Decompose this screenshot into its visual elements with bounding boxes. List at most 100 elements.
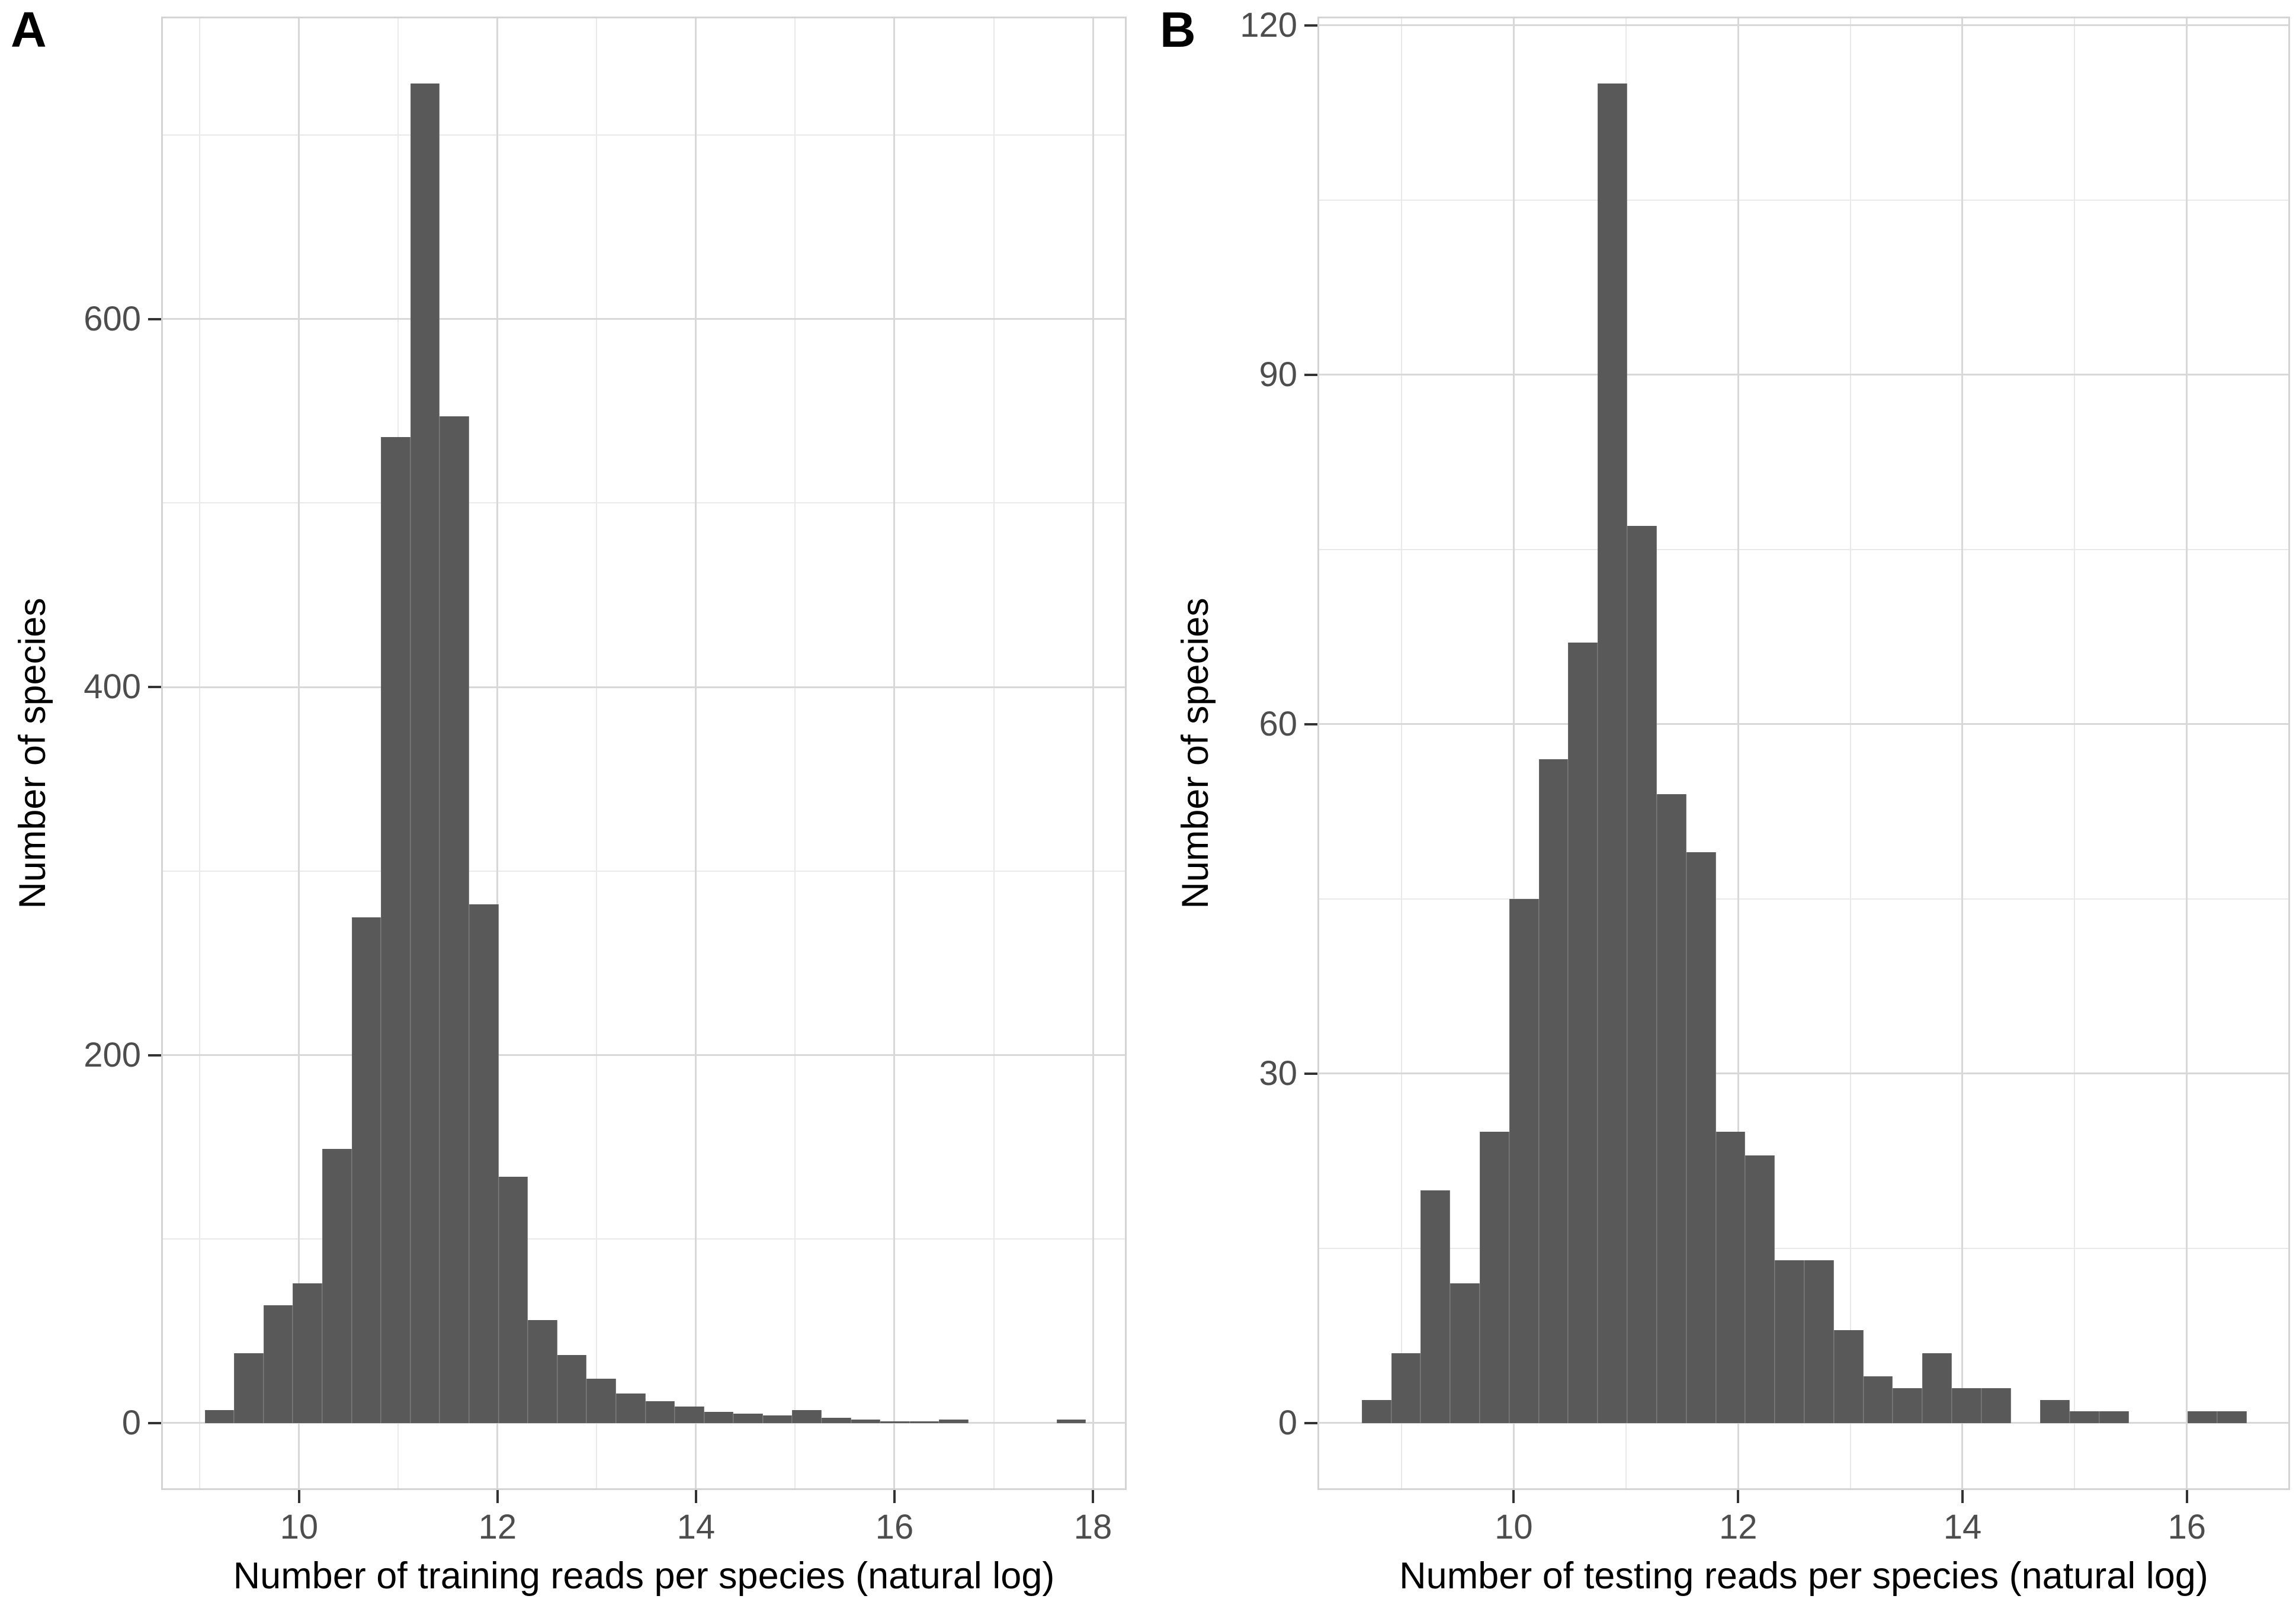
histogram-bar <box>1804 1260 1834 1423</box>
x-tick-label: 12 <box>1718 1508 1758 1546</box>
y-minor-gridline <box>161 502 1127 504</box>
histogram-bar <box>263 1305 293 1423</box>
y-tick-mark <box>1304 373 1317 376</box>
x-minor-gridline <box>794 17 796 1490</box>
y-minor-gridline <box>1317 199 2290 201</box>
y-tick-mark <box>148 1421 161 1424</box>
histogram-bar <box>410 84 440 1423</box>
histogram-bar <box>2070 1411 2100 1423</box>
y-tick-mark <box>1304 723 1317 725</box>
histogram-bar <box>293 1283 323 1423</box>
histogram-bar <box>704 1412 734 1423</box>
histogram-bar <box>909 1421 939 1423</box>
y-tick-label: 60 <box>1259 704 1297 743</box>
x-tick-mark <box>297 1490 300 1503</box>
x-major-gridline <box>2186 17 2188 1490</box>
histogram-bar <box>2217 1411 2247 1423</box>
x-tick-label: 18 <box>1073 1508 1112 1546</box>
y-major-gridline <box>161 1422 1127 1424</box>
x-tick-label: 10 <box>1495 1508 1533 1546</box>
panel-tag-a: A <box>11 2 47 57</box>
histogram-bar <box>1981 1388 2011 1423</box>
histogram-bar <box>1509 898 1539 1423</box>
histogram-bar <box>675 1406 704 1423</box>
histogram-bar <box>557 1354 587 1423</box>
histogram-bar <box>1480 1132 1509 1423</box>
x-major-gridline <box>695 17 697 1490</box>
histogram-bar <box>586 1379 616 1423</box>
histogram-bar <box>1450 1283 1480 1423</box>
x-major-gridline <box>893 17 896 1490</box>
x-tick-mark <box>694 1490 697 1503</box>
y-tick-mark <box>148 686 161 689</box>
x-minor-gridline <box>1401 17 1403 1490</box>
y-major-gridline <box>1317 374 2290 376</box>
y-tick-mark <box>1304 1072 1317 1075</box>
y-major-gridline <box>161 686 1127 688</box>
histogram-bar <box>469 904 499 1423</box>
histogram-bar <box>880 1421 910 1423</box>
histogram-bar <box>733 1414 763 1423</box>
x-major-gridline <box>1512 17 1515 1490</box>
x-tick-mark <box>1737 1490 1740 1503</box>
y-tick-label: 400 <box>84 667 141 707</box>
histogram-bar <box>1863 1376 1893 1423</box>
x-tick-mark <box>1092 1490 1095 1503</box>
panel-tag-b: B <box>1160 2 1196 57</box>
histogram-bar <box>851 1419 881 1423</box>
histogram-bar <box>1538 759 1569 1423</box>
y-major-gridline <box>1317 1422 2290 1424</box>
histogram-bar <box>1361 1399 1391 1423</box>
histogram-bar <box>2099 1411 2129 1423</box>
x-tick-mark <box>2185 1490 2188 1503</box>
histogram-bar <box>1627 526 1657 1423</box>
histogram-bar <box>1391 1353 1421 1423</box>
y-minor-gridline <box>161 1238 1127 1240</box>
histogram-bar <box>939 1419 969 1423</box>
y-tick-mark <box>1304 24 1317 27</box>
x-tick-label: 16 <box>2167 1508 2206 1546</box>
histogram-bar <box>1568 643 1598 1423</box>
histogram-bar <box>498 1176 528 1423</box>
histogram-bar <box>615 1394 646 1423</box>
y-major-gridline <box>1317 1073 2290 1075</box>
histogram-bar <box>322 1148 352 1423</box>
x-tick-label: 10 <box>280 1508 319 1546</box>
histogram-bar <box>1745 1155 1775 1423</box>
x-tick-mark <box>1961 1490 1964 1503</box>
histogram-bar <box>351 917 381 1423</box>
y-tick-label: 120 <box>1240 5 1297 44</box>
histogram-bar <box>762 1415 793 1423</box>
plot-area-a <box>161 17 1127 1490</box>
y-minor-gridline <box>1317 548 2290 550</box>
histogram-bar <box>1715 1132 1746 1423</box>
histogram-bar <box>2188 1411 2218 1423</box>
x-minor-gridline <box>199 17 201 1490</box>
x-minor-gridline <box>993 17 995 1490</box>
y-tick-label: 90 <box>1259 355 1297 394</box>
y-minor-gridline <box>161 870 1127 872</box>
y-tick-label: 30 <box>1259 1054 1297 1093</box>
histogram-bar <box>1833 1330 1864 1423</box>
histogram-bar <box>1922 1353 1952 1423</box>
histogram-bar <box>645 1401 675 1423</box>
x-minor-gridline <box>2074 17 2076 1490</box>
x-tick-label: 14 <box>1943 1508 1982 1546</box>
histogram-bar <box>792 1410 822 1423</box>
y-tick-mark <box>148 317 161 320</box>
plot-area-b <box>1317 17 2290 1490</box>
x-axis-title-a: Number of training reads per species (na… <box>233 1555 1055 1597</box>
x-major-gridline <box>1961 17 1964 1490</box>
histogram-bar <box>822 1417 851 1423</box>
histogram-bar <box>381 436 411 1423</box>
x-tick-mark <box>893 1490 896 1503</box>
histogram-bar <box>234 1353 264 1423</box>
x-minor-gridline <box>596 17 598 1490</box>
x-tick-mark <box>1512 1490 1515 1503</box>
histogram-bar <box>1775 1260 1804 1423</box>
histogram-bar <box>440 416 469 1423</box>
histogram-bar <box>1893 1388 1923 1423</box>
y-minor-gridline <box>1317 898 2290 900</box>
y-minor-gridline <box>1317 1247 2290 1249</box>
